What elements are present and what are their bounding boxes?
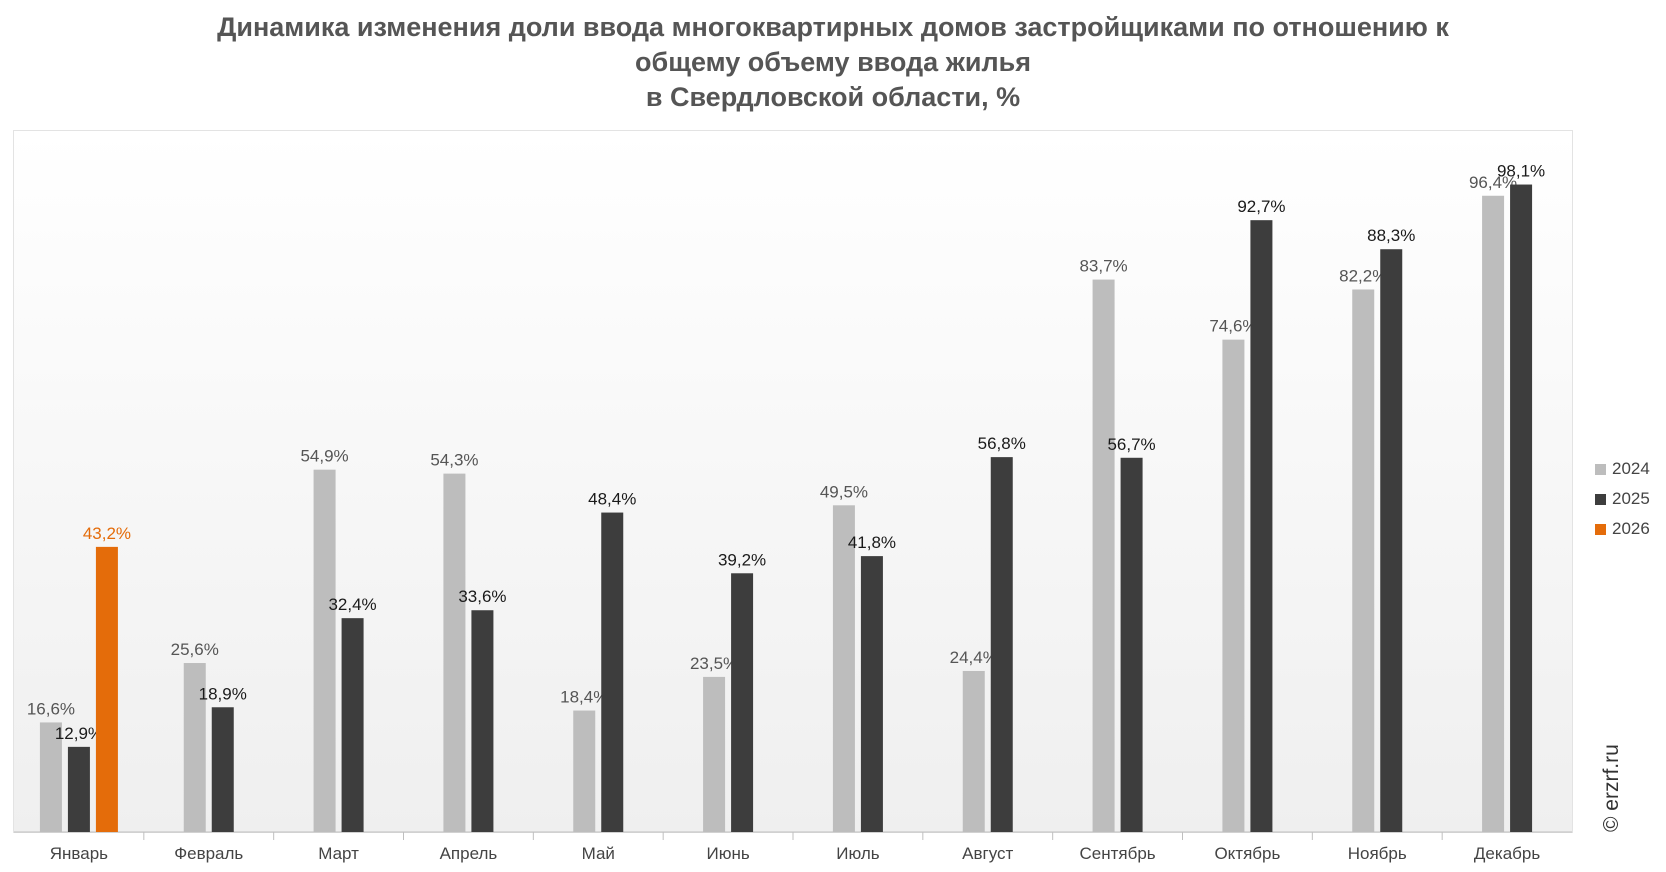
data-label-2025-10: 92,7%: [1237, 197, 1285, 216]
bar-2024-12: [1482, 195, 1505, 832]
data-label-2025-8: 56,8%: [978, 434, 1026, 453]
chart-title-line-1: Динамика изменения доли ввода многокварт…: [217, 12, 1449, 42]
bar-2025-3: [341, 618, 364, 832]
bar-2025-1: [67, 746, 90, 832]
data-label-2024-6: 23,5%: [690, 654, 738, 673]
bar-2024-4: [443, 473, 466, 832]
bar-2026-1: [95, 546, 118, 832]
data-label-2026-1: 43,2%: [83, 524, 131, 543]
data-label-2025-2: 18,9%: [199, 684, 247, 703]
x-tick-label: Август: [962, 844, 1013, 863]
legend-item-2025: 2025: [1595, 484, 1650, 514]
bar-2024-10: [1222, 339, 1245, 832]
bar-2025-8: [990, 457, 1013, 832]
data-label-2024-7: 49,5%: [820, 482, 868, 501]
data-label-2025-7: 41,8%: [848, 533, 896, 552]
legend-item-2026: 2026: [1595, 514, 1650, 544]
data-label-2024-2: 25,6%: [171, 640, 219, 659]
bar-2024-5: [573, 710, 596, 832]
data-label-2024-10: 74,6%: [1209, 317, 1257, 336]
legend-label-2024: 2024: [1612, 459, 1650, 478]
data-label-2024-12: 96,4%: [1469, 173, 1517, 192]
data-label-2025-4: 33,6%: [458, 587, 506, 606]
legend-label-2026: 2026: [1612, 519, 1650, 538]
data-label-2025-5: 48,4%: [588, 490, 636, 509]
chart-title-line-2: общему объему ввода жилья: [635, 47, 1031, 77]
data-label-2024-9: 83,7%: [1079, 257, 1127, 276]
legend-label-2025: 2025: [1612, 489, 1650, 508]
x-tick-label: Ноябрь: [1348, 844, 1407, 863]
bar-2024-9: [1092, 279, 1115, 833]
data-label-2024-4: 54,3%: [430, 451, 478, 470]
legend-item-2024: 2024: [1595, 454, 1650, 484]
bar-2025-5: [601, 512, 624, 832]
bar-2025-9: [1120, 457, 1143, 832]
bar-2024-1: [39, 722, 62, 832]
bar-2024-7: [832, 505, 855, 832]
bar-2025-2: [211, 707, 234, 832]
data-label-2025-3: 32,4%: [328, 595, 376, 614]
data-label-2025-12: 98,1%: [1497, 162, 1545, 181]
bar-2025-11: [1380, 249, 1403, 833]
bar-2024-8: [962, 670, 985, 832]
bar-2024-6: [703, 676, 726, 832]
bar-2024-3: [313, 469, 336, 832]
x-tick-label: Сентябрь: [1079, 844, 1155, 863]
x-tick-label: Октябрь: [1214, 844, 1280, 863]
plot-area: [13, 130, 1573, 833]
x-tick-label: Июнь: [706, 844, 749, 863]
data-label-2024-3: 54,9%: [300, 447, 348, 466]
chart-title-line-3: в Свердловской области, %: [645, 82, 1021, 112]
bar-2025-12: [1510, 184, 1533, 833]
data-label-2025-11: 88,3%: [1367, 226, 1415, 245]
data-label-2024-11: 82,2%: [1339, 266, 1387, 285]
watermark: © erzrf.ru: [1600, 744, 1623, 832]
data-label-2024-8: 24,4%: [950, 648, 998, 667]
data-label-2025-1: 12,9%: [55, 724, 103, 743]
legend-swatch-2025: [1595, 493, 1606, 505]
x-tick-label: Май: [582, 844, 615, 863]
x-tick-label: Июль: [836, 844, 880, 863]
x-tick-label: Январь: [50, 844, 108, 863]
data-label-2024-5: 18,4%: [560, 688, 608, 707]
bar-2024-2: [183, 663, 206, 832]
data-label-2024-1: 16,6%: [27, 699, 75, 718]
legend-swatch-2024: [1595, 463, 1606, 475]
chart-title: Динамика изменения доли ввода многокварт…: [0, 10, 1666, 115]
x-tick-label: Февраль: [174, 844, 243, 863]
x-tick-label: Март: [318, 844, 359, 863]
bar-2025-7: [860, 556, 883, 832]
legend-swatch-2026: [1595, 523, 1606, 535]
x-tick-label: Декабрь: [1474, 844, 1540, 863]
bar-2025-4: [471, 610, 494, 832]
bar-2025-6: [731, 573, 754, 832]
data-label-2025-6: 39,2%: [718, 550, 766, 569]
bar-2025-10: [1250, 220, 1273, 832]
x-tick-label: Апрель: [440, 844, 498, 863]
legend: 2024 2025 2026: [1595, 454, 1650, 544]
bar-2024-11: [1352, 289, 1375, 833]
data-label-2025-9: 56,7%: [1107, 435, 1155, 454]
